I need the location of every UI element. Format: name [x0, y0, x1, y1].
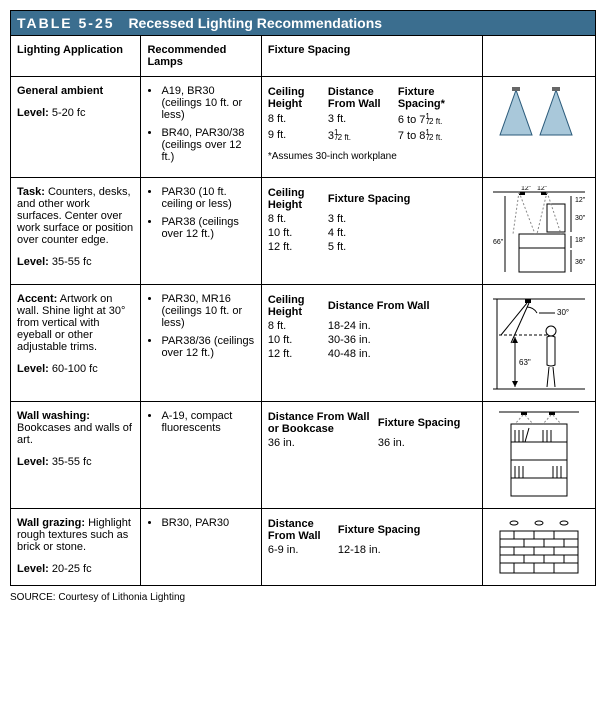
- table-number: TABLE 5-25: [17, 15, 115, 31]
- svg-text:12": 12": [521, 186, 532, 192]
- diagram-accent-person-icon: 30° 63": [489, 293, 589, 393]
- svg-text:36": 36": [575, 259, 586, 266]
- lamp-item: BR40, PAR30/38 (ceilings over 12 ft.): [161, 127, 254, 163]
- header-row: Lighting Application Recommended Lamps F…: [11, 36, 596, 77]
- level-value: 5-20 fc: [52, 107, 86, 119]
- spacing-subtable: Distance From Wall Fixture Spacing 6-9 i…: [268, 517, 427, 557]
- table-title: Recessed Lighting Recommendations: [128, 15, 382, 31]
- svg-text:66": 66": [493, 239, 504, 246]
- lamp-item: PAR30 (10 ft. ceiling or less): [161, 186, 254, 210]
- lamp-item: PAR30, MR16 (ceilings 10 ft. or less): [161, 293, 254, 329]
- row-accent: Accent: Artwork on wall. Shine light at …: [11, 285, 596, 402]
- row-general: General ambient Level: 5-20 fc A19, BR30…: [11, 77, 596, 178]
- row-wall-washing: Wall washing: Bookcases and walls of art…: [11, 402, 596, 509]
- svg-text:30°: 30°: [557, 308, 569, 317]
- recommendations-table: Lighting Application Recommended Lamps F…: [10, 35, 596, 586]
- svg-text:30": 30": [575, 215, 586, 222]
- svg-text:12": 12": [537, 186, 548, 192]
- app-title: Task:: [17, 186, 45, 198]
- level-label: Level:: [17, 107, 49, 119]
- row-wall-grazing: Wall grazing: Highlight rough textures s…: [11, 509, 596, 586]
- source-text: Courtesy of Lithonia Lighting: [58, 592, 185, 603]
- header-spacing: Fixture Spacing: [261, 36, 482, 77]
- svg-text:12": 12": [575, 197, 586, 204]
- spacing-subtable: Distance From Wall or Bookcase Fixture S…: [268, 410, 467, 450]
- workplane-note: *Assumes 30-inch workplane: [268, 151, 476, 162]
- lamp-item: PAR38/36 (ceilings over 12 ft.): [161, 335, 254, 359]
- diagram-task-counter-icon: 12" 12" 12" 30" 18" 66" 36": [489, 186, 589, 276]
- lamp-item: BR30, PAR30: [161, 517, 254, 529]
- header-application: Lighting Application: [11, 36, 141, 77]
- spacing-subtable: Ceiling Height Fixture Spacing 8 ft.3 ft…: [268, 186, 417, 254]
- svg-text:63": 63": [519, 358, 531, 367]
- header-lamps: Recommended Lamps: [141, 36, 261, 77]
- source-line: SOURCE: Courtesy of Lithonia Lighting: [10, 592, 596, 603]
- lamp-item: PAR38 (ceilings over 12 ft.): [161, 216, 254, 240]
- diagram-bookcase-icon: [499, 410, 579, 500]
- lamp-item: A19, BR30 (ceilings 10 ft. or less): [161, 85, 254, 121]
- diagram-brick-wall-icon: [494, 517, 584, 577]
- source-label: SOURCE:: [10, 592, 56, 603]
- spacing-subtable: Ceiling Height Distance From Wall Fixtur…: [268, 85, 476, 143]
- diagram-general-cones-icon: [494, 85, 584, 145]
- app-title: General ambient: [17, 85, 103, 97]
- table-title-bar: TABLE 5-25 Recessed Lighting Recommendat…: [10, 10, 596, 35]
- lamp-item: A-19, compact fluorescents: [161, 410, 254, 434]
- svg-text:18": 18": [575, 237, 586, 244]
- spacing-subtable: Ceiling Height Distance From Wall 8 ft.1…: [268, 293, 436, 361]
- header-diagram: [482, 36, 595, 77]
- row-task: Task: Counters, desks, and other work su…: [11, 178, 596, 285]
